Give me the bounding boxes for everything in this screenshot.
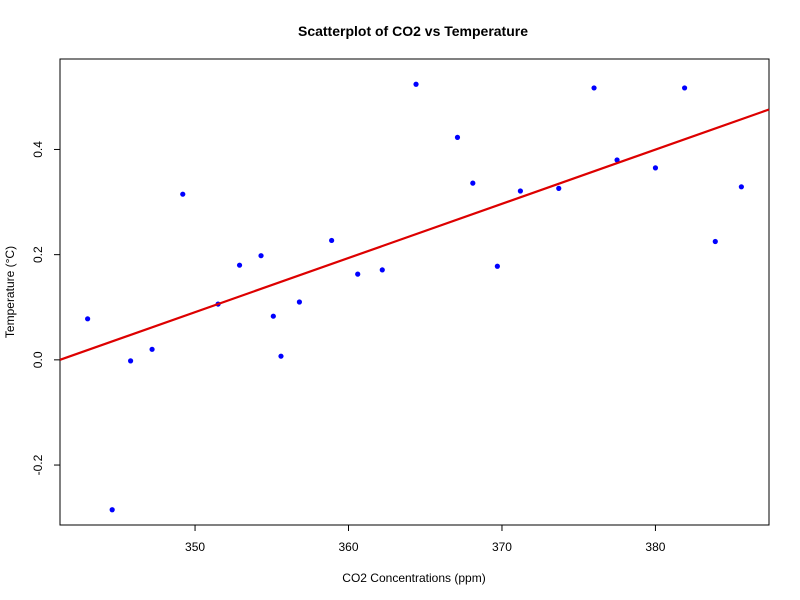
data-point (591, 85, 597, 91)
x-tick-label: 350 (185, 540, 205, 554)
y-tick-label: 0.0 (31, 351, 45, 368)
data-point (556, 185, 562, 191)
data-point (454, 134, 461, 140)
data-point (738, 184, 744, 190)
regression-line-layer (59, 108, 770, 361)
y-tick-label: 0.2 (31, 246, 45, 263)
data-point (258, 253, 264, 259)
data-point (180, 191, 186, 197)
data-point (517, 188, 523, 194)
data-point (149, 346, 155, 352)
y-axis: -0.2 0.0 0.2 0.4 (31, 141, 60, 475)
y-tick-label: -0.2 (31, 454, 45, 475)
data-point (494, 263, 500, 269)
data-point (270, 313, 276, 319)
data-point (127, 358, 134, 364)
x-tick-label: 360 (338, 540, 358, 554)
data-point (329, 237, 335, 244)
regression-line (59, 108, 770, 361)
data-point (712, 238, 718, 245)
data-point (413, 81, 419, 87)
data-point (614, 157, 620, 163)
x-axis: 350 360 370 380 (185, 525, 666, 554)
data-point (681, 85, 688, 91)
data-point (470, 180, 476, 186)
y-axis-label: Temperature (°C) (3, 246, 17, 338)
x-axis-label: CO2 Concentrations (ppm) (342, 571, 485, 585)
data-point (652, 165, 659, 171)
data-point (236, 262, 243, 268)
data-point (109, 507, 115, 513)
points-layer (85, 81, 744, 513)
y-tick-label: 0.4 (31, 141, 45, 158)
x-tick-label: 380 (645, 540, 665, 554)
plot-frame (59, 58, 770, 526)
data-point (278, 353, 284, 359)
x-tick-label: 370 (492, 540, 512, 554)
data-point (355, 271, 361, 277)
data-point (296, 299, 303, 305)
data-point (379, 267, 385, 273)
data-point (85, 316, 91, 322)
chart-title: Scatterplot of CO2 vs Temperature (298, 23, 528, 39)
